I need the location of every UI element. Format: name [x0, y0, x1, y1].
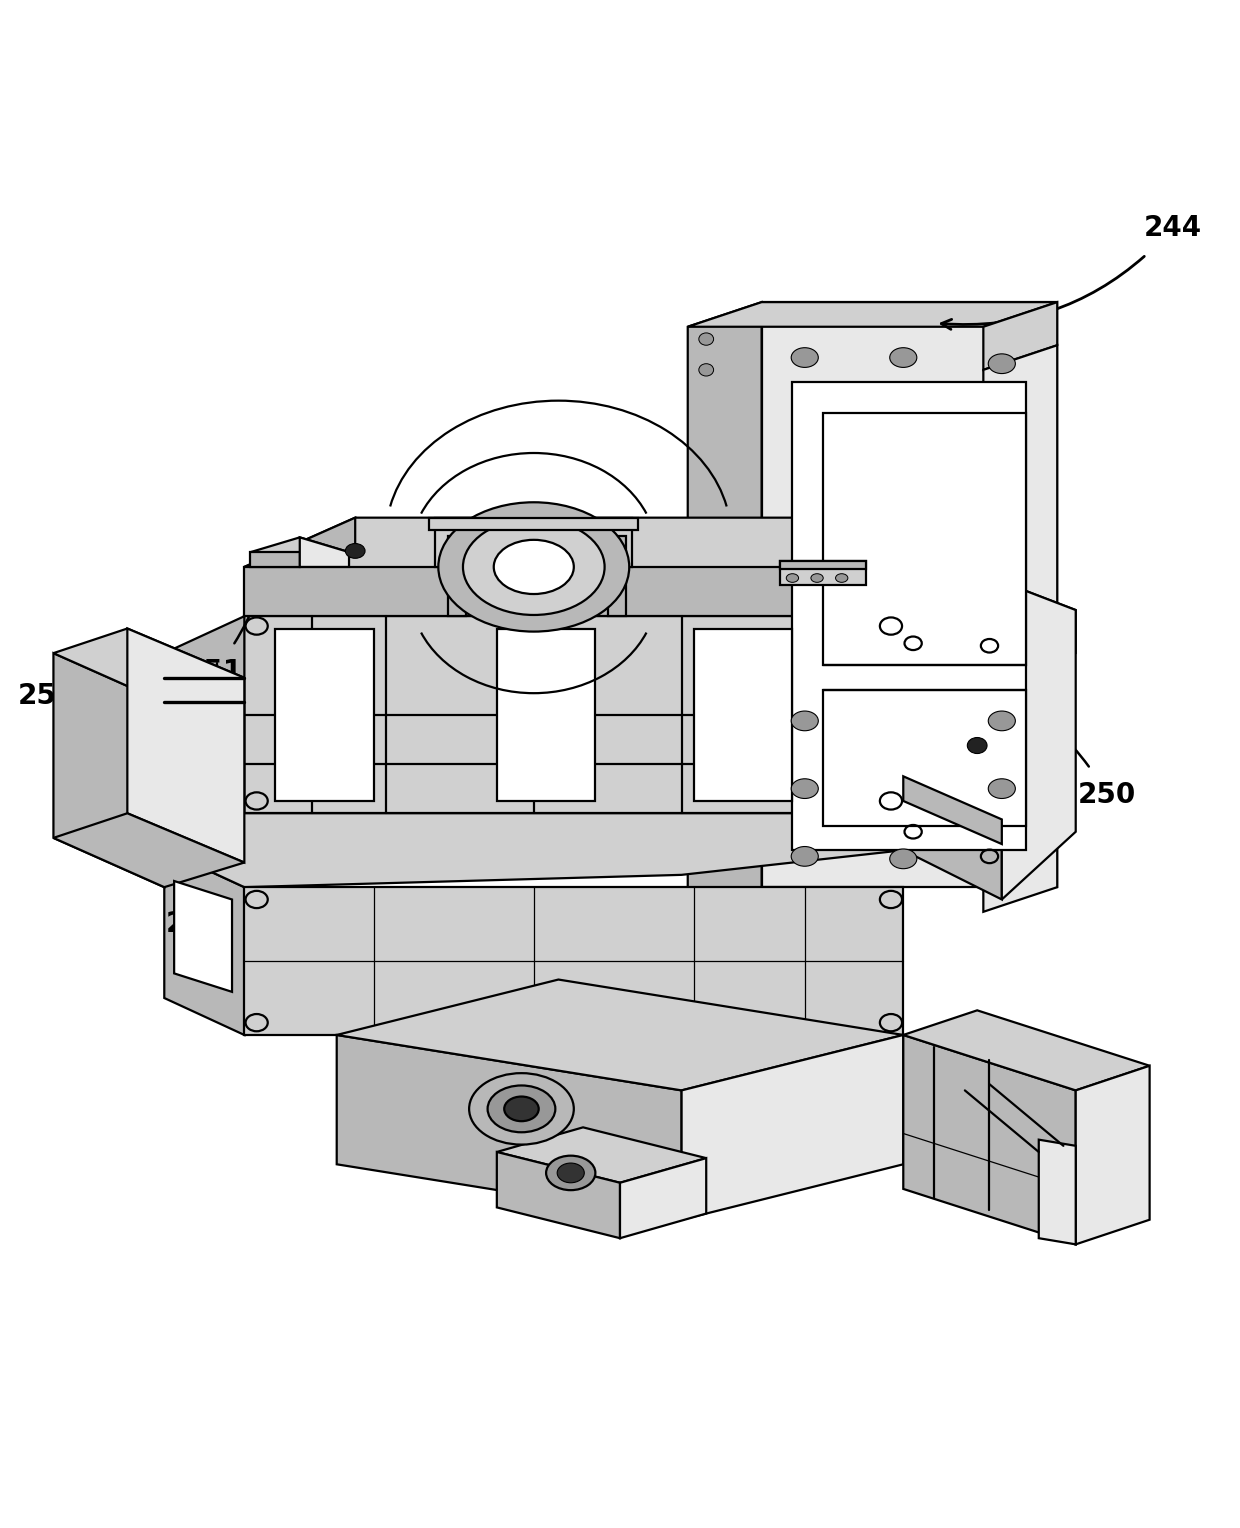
Ellipse shape: [836, 573, 848, 582]
Polygon shape: [275, 628, 373, 801]
Ellipse shape: [811, 573, 823, 582]
Ellipse shape: [494, 539, 574, 594]
Text: 251: 251: [185, 552, 272, 686]
Polygon shape: [250, 538, 348, 567]
Ellipse shape: [505, 1097, 538, 1122]
Polygon shape: [497, 1152, 620, 1238]
Text: 249: 249: [135, 733, 193, 821]
Ellipse shape: [699, 364, 713, 376]
Polygon shape: [244, 616, 903, 813]
Ellipse shape: [546, 1155, 595, 1190]
Polygon shape: [1039, 1140, 1076, 1244]
Polygon shape: [250, 552, 300, 567]
Polygon shape: [497, 628, 595, 801]
Polygon shape: [164, 813, 903, 888]
Ellipse shape: [967, 738, 987, 753]
Polygon shape: [780, 561, 867, 570]
Polygon shape: [1002, 582, 1076, 900]
Text: 244: 244: [941, 214, 1202, 330]
Polygon shape: [682, 1034, 903, 1219]
Polygon shape: [761, 303, 1058, 888]
Ellipse shape: [791, 847, 818, 866]
Ellipse shape: [438, 503, 629, 631]
Polygon shape: [53, 652, 164, 888]
Text: 254: 254: [19, 683, 114, 711]
Text: 247: 247: [166, 894, 224, 938]
Polygon shape: [823, 413, 1027, 666]
Polygon shape: [792, 382, 1027, 850]
Polygon shape: [244, 888, 903, 1034]
Ellipse shape: [791, 348, 818, 367]
Ellipse shape: [557, 1163, 584, 1183]
Polygon shape: [337, 979, 903, 1091]
Polygon shape: [688, 303, 761, 918]
Polygon shape: [983, 345, 1058, 912]
Polygon shape: [780, 561, 867, 585]
Ellipse shape: [469, 1073, 574, 1144]
Text: 253: 253: [554, 1166, 613, 1203]
Ellipse shape: [345, 544, 365, 558]
Polygon shape: [244, 518, 903, 591]
Polygon shape: [688, 303, 1058, 327]
Polygon shape: [244, 567, 903, 616]
Polygon shape: [435, 518, 632, 567]
Polygon shape: [608, 536, 626, 616]
Ellipse shape: [786, 573, 799, 582]
Polygon shape: [903, 582, 1076, 678]
Ellipse shape: [890, 348, 916, 367]
Text: 248: 248: [1009, 1132, 1068, 1160]
Polygon shape: [823, 691, 1027, 825]
Polygon shape: [983, 303, 1058, 370]
Polygon shape: [497, 1128, 707, 1183]
Ellipse shape: [988, 711, 1016, 730]
Polygon shape: [903, 1034, 1076, 1244]
Polygon shape: [164, 616, 244, 850]
Ellipse shape: [463, 520, 605, 614]
Text: 252: 252: [453, 558, 513, 608]
Polygon shape: [53, 628, 244, 703]
Ellipse shape: [890, 850, 916, 869]
Polygon shape: [174, 882, 232, 992]
Polygon shape: [1076, 1065, 1149, 1244]
Polygon shape: [128, 628, 244, 862]
Ellipse shape: [791, 779, 818, 799]
Polygon shape: [694, 628, 792, 801]
Polygon shape: [300, 538, 348, 567]
Polygon shape: [429, 518, 639, 530]
Polygon shape: [337, 1034, 682, 1219]
Ellipse shape: [699, 333, 713, 345]
Ellipse shape: [487, 1085, 556, 1132]
Text: 250: 250: [1014, 700, 1136, 808]
Polygon shape: [164, 850, 244, 1034]
Polygon shape: [903, 776, 1002, 843]
Ellipse shape: [988, 354, 1016, 373]
Polygon shape: [244, 518, 355, 597]
Polygon shape: [448, 536, 466, 616]
Polygon shape: [620, 1158, 707, 1238]
Ellipse shape: [988, 779, 1016, 799]
Polygon shape: [53, 813, 244, 888]
Polygon shape: [903, 628, 1002, 900]
Polygon shape: [903, 1010, 1149, 1091]
Text: 245: 245: [372, 1093, 440, 1154]
Ellipse shape: [791, 711, 818, 730]
